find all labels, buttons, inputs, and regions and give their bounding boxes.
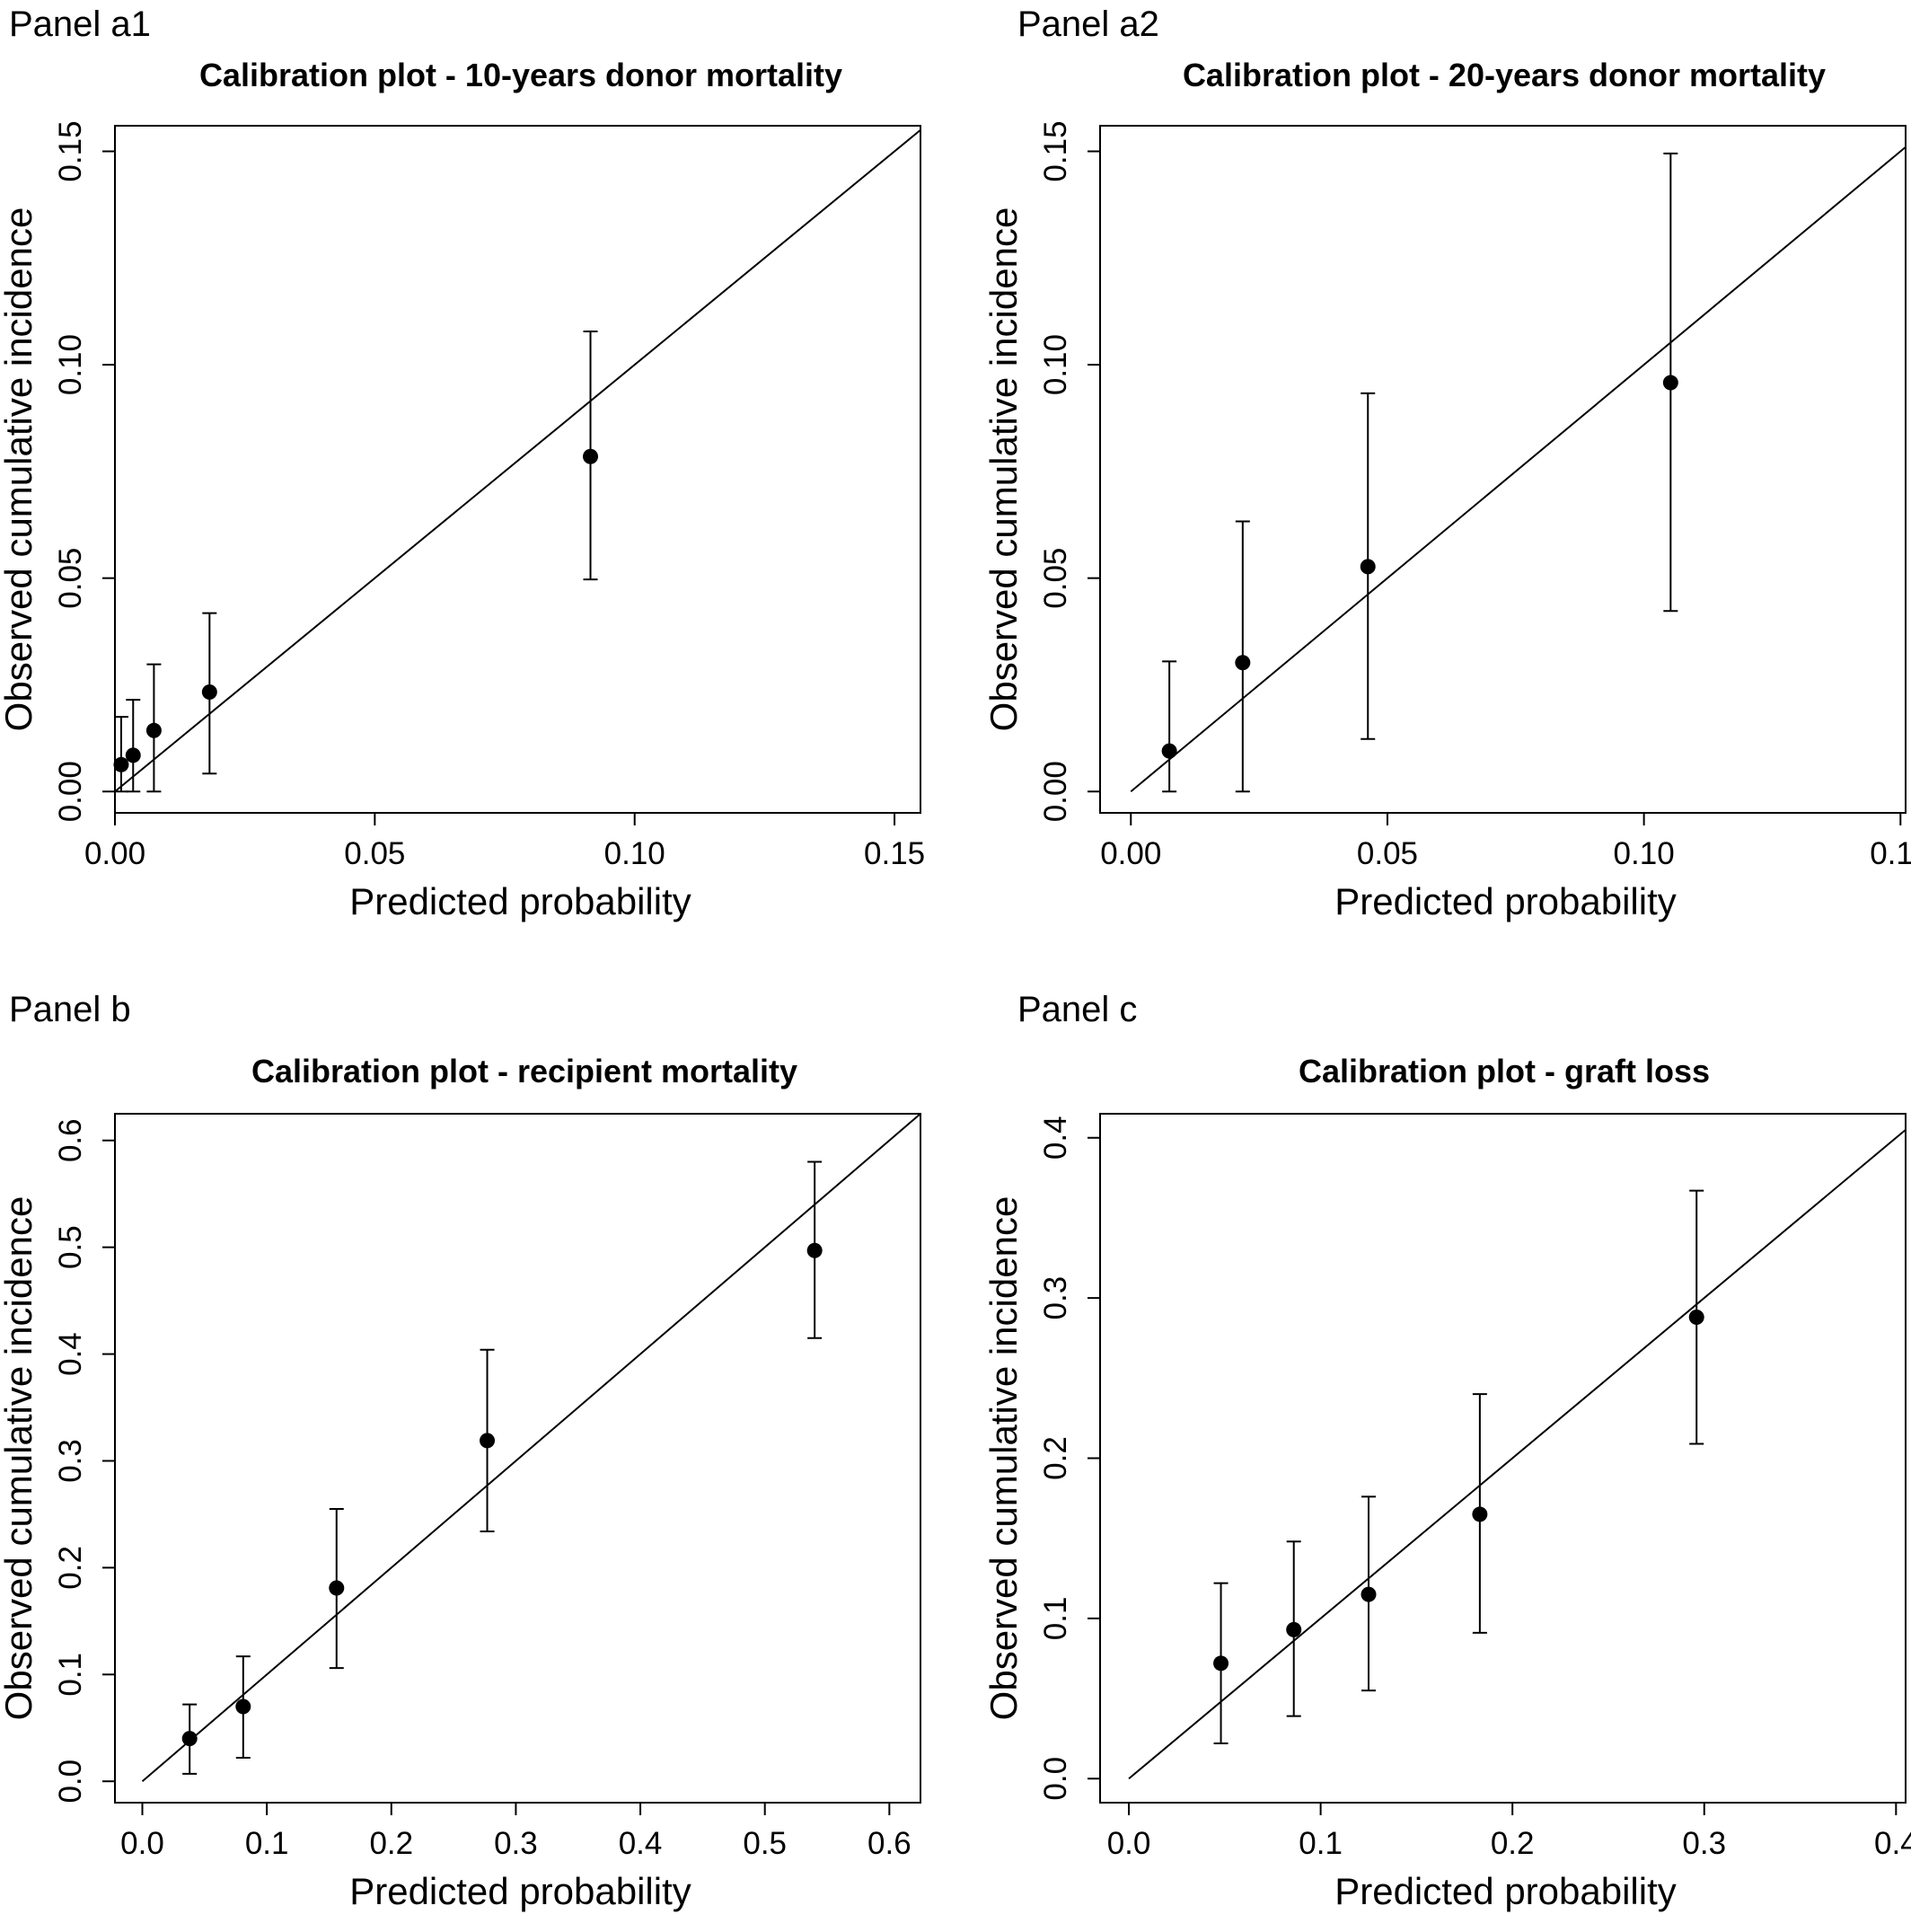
chart-title: Calibration plot - 10-years donor mortal… (199, 57, 842, 93)
y-tick-label: 0.2 (53, 1546, 88, 1590)
x-tick-label: 0.2 (1491, 1826, 1535, 1861)
y-axis-label: Observed cumulative incidence (982, 207, 1025, 732)
data-point (1161, 743, 1177, 759)
data-point (1361, 1586, 1377, 1602)
x-tick-label: 0.10 (1614, 836, 1675, 871)
y-tick-label: 0.1 (53, 1653, 88, 1697)
x-tick-label: 0.05 (1357, 836, 1418, 871)
y-tick-label: 0.4 (53, 1332, 88, 1376)
panel-label: Panel a2 (1017, 4, 1159, 44)
y-tick-label: 0.3 (1038, 1276, 1073, 1320)
chart-title: Calibration plot - 20-years donor mortal… (1183, 57, 1826, 93)
y-tick-label: 0.15 (1038, 120, 1073, 181)
x-tick-label: 0.10 (604, 836, 665, 871)
x-tick-label: 0.00 (1100, 836, 1161, 871)
reference-line (141, 1113, 921, 1782)
y-tick-label: 0.2 (1038, 1436, 1073, 1480)
x-tick-label: 0.0 (1107, 1826, 1151, 1861)
panel-label: Panel a1 (9, 4, 151, 44)
x-tick-label: 0.6 (867, 1826, 911, 1861)
data-point (1472, 1506, 1488, 1522)
y-tick-label: 0.10 (53, 334, 88, 395)
y-tick-label: 0.0 (53, 1760, 88, 1804)
reference-line (1130, 146, 1907, 793)
y-tick-label: 0.10 (1038, 334, 1073, 395)
y-tick-label: 0.05 (53, 548, 88, 609)
y-tick-label: 0.00 (53, 761, 88, 822)
data-point (583, 448, 599, 464)
y-tick-label: 0.3 (53, 1439, 88, 1483)
x-tick-label: 0.1 (245, 1826, 289, 1861)
y-tick-label: 0.00 (1038, 761, 1073, 822)
plot-frame (114, 125, 921, 814)
y-axis-label: Observed cumulative incidence (0, 1196, 40, 1721)
x-axis-label: Predicted probability (1334, 1870, 1677, 1912)
data-point (1235, 655, 1251, 671)
x-axis-label: Predicted probability (1334, 880, 1677, 922)
data-point (125, 747, 141, 763)
y-tick-label: 0.6 (53, 1118, 88, 1162)
chart-panel-3: Panel b Calibration plot - recipient mort… (0, 990, 921, 1912)
y-tick-label: 0.1 (1038, 1597, 1073, 1641)
chart-panel-2: Panel a2 Calibration plot - 20-years dono… (982, 4, 1911, 922)
x-tick-label: 0.15 (1870, 836, 1911, 871)
y-tick-label: 0.4 (1038, 1116, 1073, 1160)
y-tick-label: 0.15 (53, 120, 88, 181)
chart-title: Calibration plot - recipient mortality (251, 1053, 797, 1090)
y-tick-label: 0.5 (53, 1225, 88, 1269)
y-axis-label: Observed cumulative incidence (0, 207, 40, 732)
x-tick-label: 0.4 (619, 1826, 663, 1861)
panel-label: Panel b (9, 990, 131, 1029)
plot-frame (1099, 125, 1907, 814)
x-tick-label: 0.05 (344, 836, 405, 871)
x-tick-label: 0.00 (84, 836, 145, 871)
x-axis-label: Predicted probability (349, 1870, 691, 1912)
chart-title: Calibration plot - graft loss (1299, 1053, 1710, 1090)
data-point (145, 722, 162, 738)
chart-panel-1: Panel a1 Calibration plot - 10-years dono… (0, 4, 925, 922)
data-point (329, 1580, 345, 1596)
x-axis-label: Predicted probability (349, 880, 691, 922)
x-tick-label: 0.15 (864, 836, 925, 871)
data-point (201, 684, 217, 701)
plot-frame (114, 1113, 921, 1804)
data-point (181, 1731, 198, 1747)
data-point (1360, 559, 1376, 575)
data-point (1688, 1310, 1704, 1326)
x-tick-label: 0.3 (1682, 1826, 1726, 1861)
panel-label: Panel c (1017, 990, 1137, 1029)
x-tick-label: 0.0 (120, 1826, 164, 1861)
x-tick-label: 0.1 (1299, 1826, 1343, 1861)
data-point (1662, 375, 1678, 391)
data-point (235, 1698, 251, 1715)
data-point (1286, 1621, 1302, 1637)
chart-panel-4: Panel c Calibration plot - graft loss 0.0 0… (982, 990, 1911, 1912)
data-point (806, 1242, 823, 1258)
y-axis-label: Observed cumulative incidence (982, 1196, 1025, 1721)
data-point (1213, 1655, 1229, 1672)
data-point (113, 756, 129, 772)
reference-line (1128, 1129, 1907, 1780)
reference-line (114, 128, 921, 793)
x-tick-label: 0.4 (1874, 1826, 1911, 1861)
x-tick-label: 0.5 (743, 1826, 787, 1861)
y-tick-label: 0.0 (1038, 1757, 1073, 1801)
x-tick-label: 0.3 (494, 1826, 538, 1861)
data-point (480, 1433, 496, 1449)
y-tick-label: 0.05 (1038, 548, 1073, 609)
x-tick-label: 0.2 (369, 1826, 413, 1861)
